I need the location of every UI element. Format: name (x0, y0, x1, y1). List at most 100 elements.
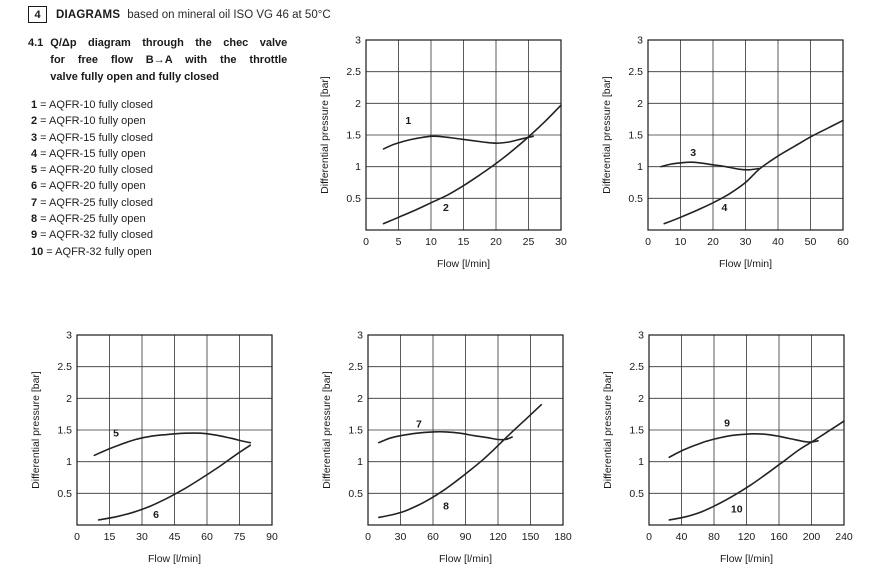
curve-8 (378, 403, 543, 519)
section-number-box: 4 (28, 6, 47, 23)
x-tick-label: 5 (396, 236, 402, 248)
legend-item: 2 = AQFR-10 fully open (31, 115, 146, 128)
legend-item-number: 3 (31, 131, 38, 144)
legend-item-number: 8 (31, 213, 38, 226)
x-tick-label: 45 (169, 531, 181, 543)
legend-item: 5 = AQFR-20 fully closed (31, 164, 153, 177)
legend-item-number: 5 (31, 164, 38, 177)
curve-7 (378, 430, 513, 444)
chart-aqfr-15-plot: 0 10 20 30 40 50 60 0.5 1 1.5 2 2.5 3 Flow [l/min] Dif… (601, 35, 849, 271)
y-tick-label: 0.5 (346, 193, 361, 205)
curve-label-2: 2 (443, 202, 449, 214)
y-tick-label: 3 (638, 330, 644, 342)
y-tick-label: 1.5 (57, 425, 72, 437)
curve-label-4: 4 (721, 202, 727, 214)
curve-1 (382, 135, 534, 150)
section-title: DIAGRAMS (56, 8, 121, 21)
x-tick-label: 150 (522, 531, 540, 543)
y-tick-label: 1 (638, 456, 644, 468)
x-tick-label: 30 (136, 531, 148, 543)
x-tick-label: 10 (675, 236, 687, 248)
y-tick-label: 2.5 (346, 66, 361, 78)
y-tick-label: 2 (637, 98, 643, 110)
curve-10 (668, 420, 845, 521)
y-tick-label: 0.5 (628, 193, 643, 205)
curve-label-5: 5 (113, 428, 119, 440)
y-tick-label: 2 (357, 393, 363, 405)
y-tick-label: 2.5 (629, 361, 644, 373)
plot-border (367, 334, 564, 526)
legend-item-number: 6 (31, 180, 38, 193)
chart-aqfr-25: 0 30 60 90 120 150 180 0.5 1 1.5 2 2.5 3 Flow [l/min]… (316, 327, 576, 575)
x-tick-label: 20 (490, 236, 502, 248)
x-axis-label: Flow [l/min] (439, 553, 492, 565)
legend-item: 1 = AQFR-10 fully closed (31, 99, 153, 111)
x-tick-label: 0 (365, 531, 371, 543)
legend-item-number: 2 (31, 115, 38, 128)
subsection-title: Q/Δp diagram through the chec valve for … (50, 35, 287, 86)
x-tick-label: 0 (646, 531, 652, 543)
y-tick-label: 1 (66, 456, 72, 468)
y-axis-label: Differential pressure [bar] (319, 76, 331, 194)
subsection-title-line: for free flow B→A with the throttle (50, 54, 288, 66)
y-tick-label: 1.5 (628, 130, 643, 142)
legend-item-number: 7 (31, 196, 38, 209)
subsection-number: 4.1 (28, 37, 44, 49)
curve-label-3: 3 (690, 147, 696, 159)
x-tick-label: 15 (104, 531, 116, 543)
chart-aqfr-20: 0 15 30 45 60 75 90 0.5 1 1.5 2 2.5 3 Flow [l/min] Dif… (25, 327, 285, 575)
y-tick-label: 0.5 (629, 488, 644, 500)
x-axis-label: Flow [l/min] (720, 553, 773, 565)
legend-item: 10 = AQFR-32 fully open (31, 245, 152, 258)
x-tick-label: 90 (460, 531, 472, 543)
legend-item: 4 = AQFR-15 fully open (31, 147, 146, 160)
y-tick-label: 2 (638, 393, 644, 405)
curve-label-10: 10 (731, 504, 743, 516)
x-tick-label: 200 (803, 531, 821, 543)
y-tick-label: 1.5 (348, 425, 363, 437)
plot-border (76, 334, 273, 526)
y-tick-label: 3 (66, 330, 72, 342)
curve-5 (93, 432, 252, 457)
x-tick-label: 30 (395, 531, 407, 543)
x-tick-label: 40 (772, 236, 784, 248)
y-tick-label: 1.5 (346, 130, 361, 142)
legend-list: 1 = AQFR-10 fully closed 2 = AQFR-10 full… (31, 97, 153, 260)
plot-border (365, 39, 562, 231)
y-tick-label: 1 (357, 456, 363, 468)
legend-item: 7 = AQFR-25 fully closed (31, 196, 153, 209)
plot-border (647, 39, 844, 231)
curve-9 (668, 432, 819, 459)
plot-border (648, 334, 845, 526)
y-axis-label: Differential pressure [bar] (602, 371, 614, 489)
y-tick-label: 3 (355, 35, 361, 47)
curve-label-8: 8 (443, 500, 449, 512)
y-axis-label: Differential pressure [bar] (321, 371, 333, 489)
x-axis-label: Flow [l/min] (148, 553, 201, 565)
legend-item-number: 10 (31, 245, 44, 258)
x-tick-label: 60 (201, 531, 213, 543)
legend-item-number: 9 (31, 229, 38, 242)
chart-aqfr-32: 0 40 80 120 160 200 240 0.5 1 1.5 2 2.5 3 Flow [l/min… (597, 327, 857, 575)
y-tick-label: 0.5 (57, 488, 72, 500)
y-tick-label: 1.5 (629, 425, 644, 437)
chart-aqfr-10: 0 5 10 15 20 25 30 0.5 1 1.5 2 2.5 3 Flow [l/min] Diff… (314, 32, 574, 280)
x-tick-label: 75 (234, 531, 246, 543)
x-axis-label: Flow [l/min] (719, 258, 772, 270)
y-axis-label: Differential pressure [bar] (601, 76, 613, 194)
y-tick-label: 2 (66, 393, 72, 405)
curve-label-1: 1 (405, 115, 411, 127)
x-tick-label: 0 (74, 531, 80, 543)
x-tick-label: 50 (805, 236, 817, 248)
x-tick-label: 15 (458, 236, 470, 248)
curve-label-9: 9 (724, 417, 730, 429)
page-header: 4 DIAGRAMS based on mineral oil ISO VG 4… (28, 6, 331, 23)
x-tick-label: 60 (837, 236, 849, 248)
y-tick-label: 1 (355, 161, 361, 173)
x-axis-label: Flow [l/min] (437, 258, 490, 270)
y-tick-label: 2.5 (57, 361, 72, 373)
legend-item-number: 4 (31, 147, 38, 160)
curve-2 (382, 104, 562, 225)
y-tick-label: 0.5 (348, 488, 363, 500)
